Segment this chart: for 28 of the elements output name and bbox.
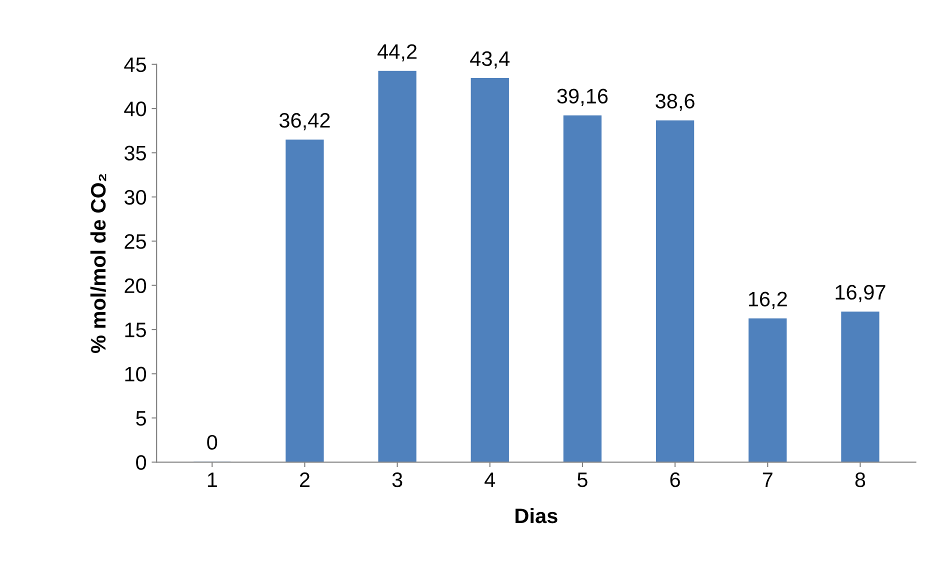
y-tick-label: 35 — [124, 146, 146, 161]
y-axis-title: % mol/mol de CO₂ — [90, 174, 106, 354]
y-tick-label: 0 — [136, 455, 146, 470]
x-tick-label: 7 — [762, 472, 772, 487]
data-label: 38,6 — [656, 94, 694, 111]
y-tick-label: 25 — [124, 234, 146, 249]
data-label: 16,97 — [836, 284, 886, 302]
x-tick-label: 1 — [208, 472, 217, 487]
x-tick-label: 3 — [392, 472, 402, 488]
data-label: 36,42 — [279, 112, 330, 130]
x-tick-label: 4 — [484, 472, 496, 487]
y-tick-label: 40 — [124, 102, 146, 116]
data-label: 16,2 — [748, 292, 787, 309]
y-tick-label: 30 — [124, 190, 146, 205]
y-tick-label: 5 — [136, 411, 146, 426]
x-tick-label: 8 — [855, 472, 866, 488]
data-label: 0 — [207, 434, 218, 450]
data-label: 44,2 — [378, 44, 417, 62]
data-label: 43,4 — [470, 51, 510, 69]
x-tick-label: 6 — [670, 472, 680, 488]
y-tick-label: 10 — [125, 366, 146, 382]
y-tick-label: 45 — [124, 58, 146, 72]
x-tick-label: 2 — [300, 472, 310, 487]
x-axis-title: Dias — [516, 508, 558, 524]
y-tick-label: 15 — [125, 322, 146, 338]
data-label: 39,16 — [557, 88, 608, 106]
x-tick-label: 5 — [578, 472, 588, 488]
y-tick-label: 20 — [124, 278, 146, 294]
